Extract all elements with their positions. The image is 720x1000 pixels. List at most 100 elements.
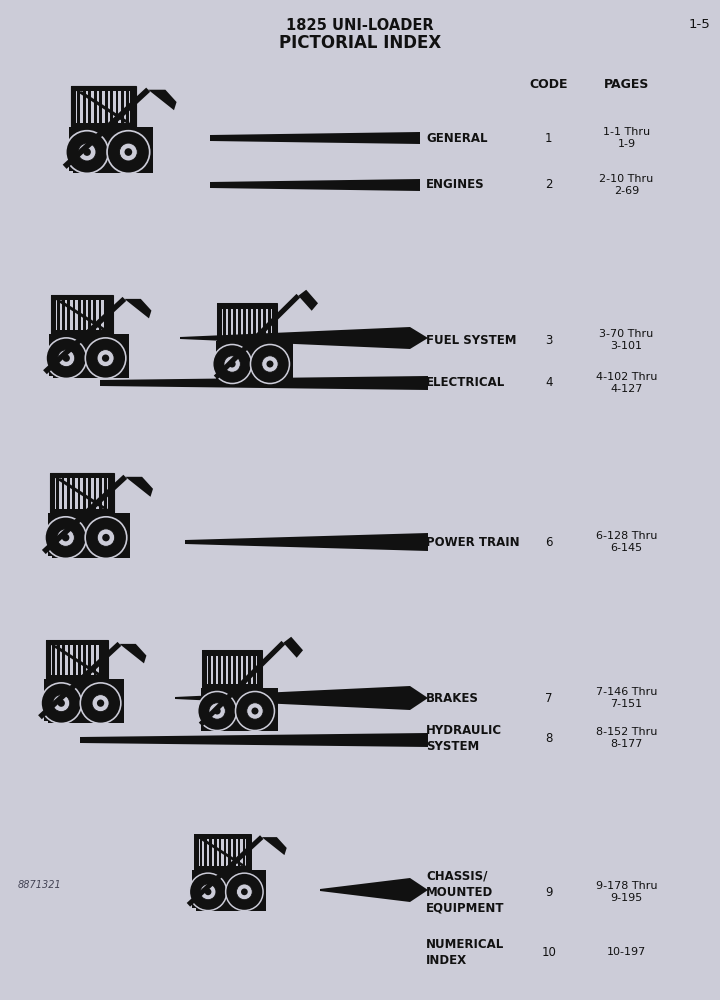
Text: 10: 10 [541, 946, 556, 958]
Polygon shape [88, 474, 91, 513]
Polygon shape [72, 474, 75, 513]
Polygon shape [217, 337, 277, 342]
Circle shape [45, 517, 86, 558]
Polygon shape [210, 132, 420, 144]
Polygon shape [83, 474, 86, 513]
Text: 7-146 Thru
7-151: 7-146 Thru 7-151 [595, 687, 657, 709]
Polygon shape [94, 642, 96, 679]
Circle shape [78, 143, 96, 161]
Polygon shape [204, 835, 207, 870]
Polygon shape [89, 297, 91, 334]
Polygon shape [62, 474, 64, 513]
Polygon shape [219, 835, 221, 870]
Polygon shape [104, 297, 107, 334]
Polygon shape [248, 305, 251, 341]
Polygon shape [192, 905, 266, 911]
Text: 4-102 Thru
4-127: 4-102 Thru 4-127 [595, 372, 657, 394]
Polygon shape [43, 297, 126, 374]
Polygon shape [71, 86, 76, 128]
Text: ELECTRICAL: ELECTRICAL [426, 376, 505, 389]
Polygon shape [238, 305, 241, 341]
Polygon shape [210, 179, 420, 191]
Circle shape [97, 700, 104, 707]
Circle shape [57, 529, 74, 546]
Polygon shape [50, 330, 113, 336]
Polygon shape [100, 376, 428, 390]
Polygon shape [46, 556, 52, 560]
Circle shape [224, 356, 240, 372]
Circle shape [235, 692, 274, 730]
Polygon shape [45, 640, 108, 645]
Circle shape [212, 344, 252, 383]
Circle shape [107, 131, 150, 173]
Polygon shape [42, 721, 48, 725]
Polygon shape [50, 295, 113, 336]
Text: 6-128 Thru
6-145: 6-128 Thru 6-145 [595, 531, 657, 553]
Text: PICTORIAL INDEX: PICTORIAL INDEX [279, 34, 441, 52]
Circle shape [209, 703, 225, 719]
Text: 6: 6 [545, 536, 552, 548]
Polygon shape [45, 640, 108, 681]
Text: CODE: CODE [529, 79, 568, 92]
Polygon shape [99, 87, 102, 127]
Circle shape [58, 350, 75, 367]
Circle shape [120, 143, 138, 161]
Polygon shape [203, 652, 206, 688]
Polygon shape [68, 642, 71, 679]
Polygon shape [45, 640, 51, 681]
Polygon shape [246, 834, 251, 871]
Polygon shape [71, 123, 136, 128]
Circle shape [189, 873, 227, 911]
Circle shape [266, 360, 274, 368]
Circle shape [62, 534, 69, 541]
Polygon shape [80, 733, 428, 747]
Polygon shape [44, 717, 125, 723]
Text: POWER TRAIN: POWER TRAIN [426, 536, 520, 548]
Polygon shape [320, 878, 428, 902]
Polygon shape [42, 475, 127, 554]
Polygon shape [50, 509, 114, 514]
Polygon shape [201, 688, 278, 726]
Circle shape [251, 707, 258, 715]
Polygon shape [185, 533, 428, 551]
Polygon shape [298, 290, 318, 311]
Polygon shape [89, 87, 91, 127]
Polygon shape [78, 642, 81, 679]
Polygon shape [73, 642, 76, 679]
Polygon shape [110, 87, 113, 127]
Polygon shape [83, 297, 86, 334]
Polygon shape [104, 87, 107, 127]
Text: 8871321: 8871321 [18, 880, 62, 890]
Polygon shape [38, 642, 121, 719]
Polygon shape [57, 297, 60, 334]
Polygon shape [72, 87, 75, 127]
Polygon shape [69, 127, 153, 168]
Polygon shape [257, 650, 262, 689]
Circle shape [262, 356, 278, 372]
Polygon shape [63, 642, 66, 679]
Polygon shape [130, 86, 136, 128]
Polygon shape [199, 839, 246, 866]
Polygon shape [127, 87, 130, 127]
Text: PAGES: PAGES [603, 79, 649, 92]
Polygon shape [63, 88, 150, 169]
Polygon shape [48, 513, 130, 554]
Polygon shape [215, 341, 293, 379]
Circle shape [236, 884, 252, 900]
Polygon shape [262, 837, 287, 855]
Text: 9: 9 [545, 886, 552, 898]
Text: 1-1 Thru
1-9: 1-1 Thru 1-9 [603, 127, 650, 149]
Polygon shape [238, 652, 241, 688]
Polygon shape [217, 303, 222, 342]
Text: 1: 1 [545, 131, 552, 144]
Polygon shape [238, 835, 240, 870]
Polygon shape [102, 640, 108, 681]
Text: HYDRAULIC
SYSTEM: HYDRAULIC SYSTEM [426, 724, 503, 752]
Circle shape [102, 534, 109, 541]
Polygon shape [58, 642, 60, 679]
Text: 10-197: 10-197 [607, 947, 646, 957]
Text: 1-5: 1-5 [688, 18, 710, 31]
Polygon shape [67, 171, 73, 175]
Polygon shape [233, 652, 236, 688]
Polygon shape [175, 686, 428, 710]
